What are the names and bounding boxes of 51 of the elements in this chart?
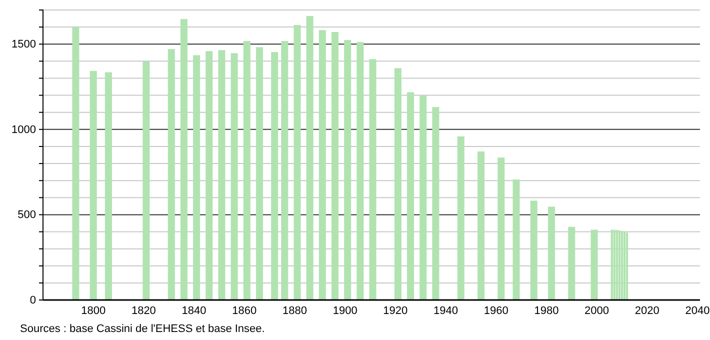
bar: [104, 72, 112, 300]
bar: [180, 19, 188, 300]
y-tick-label: 0: [30, 294, 36, 307]
bar: [332, 32, 338, 300]
bar: [394, 68, 402, 300]
x-tick-label: 1980: [534, 304, 559, 317]
bar: [256, 47, 263, 300]
x-tick-label: 2000: [584, 304, 610, 317]
bar: [457, 136, 464, 300]
bar: [568, 226, 576, 300]
y-tick-label: 500: [18, 209, 36, 222]
bar: [218, 50, 226, 300]
x-tick-label: 2040: [685, 304, 710, 317]
x-tick-label: 1860: [232, 304, 257, 317]
bar: [356, 42, 364, 300]
x-tick-label: 1940: [434, 304, 458, 317]
bar: [142, 62, 150, 300]
bar: [294, 25, 301, 300]
x-tick-label: 1880: [282, 304, 307, 317]
bar: [193, 55, 200, 300]
bar: [72, 27, 80, 300]
bar: [369, 59, 376, 300]
y-tick-label: 1500: [12, 38, 36, 51]
x-tick-label: 1960: [484, 304, 508, 317]
bar: [432, 107, 440, 300]
source-note: Sources : base Cassini de l'EHESS et base Insee.: [20, 323, 265, 335]
bar: [243, 41, 250, 300]
bar: [344, 40, 352, 300]
x-tick-label: 1820: [131, 304, 156, 317]
bar: [498, 158, 505, 300]
bar: [478, 151, 484, 300]
bar: [318, 30, 326, 300]
y-tick-label: 1000: [12, 124, 36, 136]
bar: [420, 96, 427, 300]
x-tick-label: 1920: [383, 304, 408, 317]
bar: [206, 51, 213, 300]
bar: [590, 230, 598, 300]
bar: [271, 52, 278, 300]
bar: [548, 206, 555, 300]
bar: [281, 41, 288, 300]
bar: [168, 49, 175, 300]
bar: [407, 92, 414, 300]
bar: [90, 70, 97, 300]
bar: [512, 180, 520, 300]
bar: [230, 53, 238, 300]
x-tick-label: 1840: [182, 304, 206, 317]
x-tick-label: 1900: [332, 304, 358, 317]
bar: [306, 16, 314, 300]
x-tick-label: 2020: [634, 304, 660, 317]
x-tick-label: 1800: [81, 304, 106, 317]
bar: [530, 200, 538, 300]
